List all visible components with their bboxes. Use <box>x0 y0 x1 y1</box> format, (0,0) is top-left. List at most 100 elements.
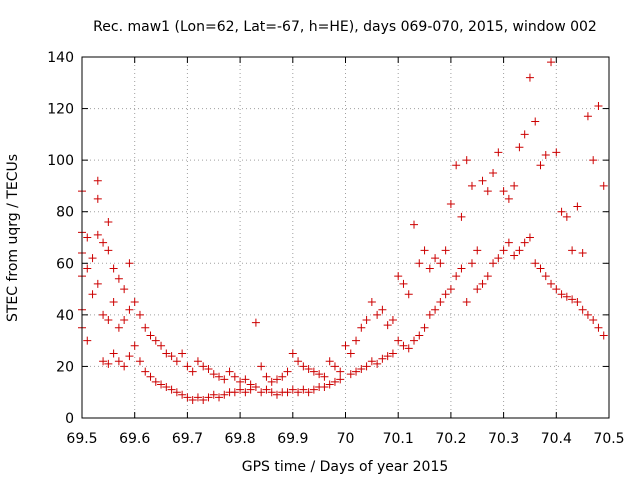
data-point <box>388 349 397 358</box>
data-point <box>346 370 355 379</box>
data-point <box>425 310 434 319</box>
data-point <box>494 254 503 263</box>
data-point <box>93 194 102 203</box>
data-point <box>99 238 108 247</box>
data-point <box>336 367 345 376</box>
data-point <box>162 349 171 358</box>
data-point <box>415 331 424 340</box>
data-point <box>346 349 355 358</box>
data-point <box>352 336 361 345</box>
data-point <box>215 393 224 402</box>
data-point <box>99 357 108 366</box>
data-point <box>583 310 592 319</box>
ticks: 69.5 69.6 69.7 69.8 69.9 70 70.1 70.2 70.3 70.4 70… <box>47 50 624 447</box>
data-point <box>520 238 529 247</box>
data-point <box>373 359 382 368</box>
data-point <box>415 259 424 268</box>
data-point <box>467 259 476 268</box>
data-point <box>557 290 566 299</box>
data-point <box>325 380 334 389</box>
data-point <box>446 285 455 294</box>
x-tick-label: 70.3 <box>488 431 519 447</box>
data-point <box>272 375 281 384</box>
data-point <box>83 336 92 345</box>
data-point <box>410 336 419 345</box>
data-point <box>120 285 129 294</box>
data-point <box>531 117 540 126</box>
data-point <box>283 367 292 376</box>
data-point <box>225 367 234 376</box>
data-point <box>299 362 308 371</box>
data-point <box>294 388 303 397</box>
plot-frame <box>81 56 610 419</box>
data-point <box>499 246 508 255</box>
data-point <box>436 297 445 306</box>
data-point <box>88 254 97 263</box>
data-point <box>589 316 598 325</box>
y-tick-label: 60 <box>56 256 74 272</box>
x-axis-label: GPS time / Days of year 2015 <box>242 459 449 475</box>
data-point <box>373 310 382 319</box>
data-point <box>578 305 587 314</box>
data-point <box>104 316 113 325</box>
y-tick-label: 20 <box>56 359 74 375</box>
data-point <box>114 323 123 332</box>
data-point <box>215 372 224 381</box>
data-point <box>441 290 450 299</box>
y-tick-label: 100 <box>47 153 74 169</box>
data-point <box>193 393 202 402</box>
data-point <box>120 362 129 371</box>
data-point <box>367 297 376 306</box>
x-tick-label: 69.9 <box>277 431 308 447</box>
data-point <box>130 341 139 350</box>
data-point <box>436 259 445 268</box>
data-point <box>236 385 245 394</box>
data-point <box>462 297 471 306</box>
data-point <box>125 305 134 314</box>
data-point <box>399 341 408 350</box>
data-point <box>489 169 498 178</box>
data-point <box>125 259 134 268</box>
data-point <box>125 352 134 361</box>
data-point <box>431 305 440 314</box>
data-point <box>315 370 324 379</box>
data-point <box>309 385 318 394</box>
data-point <box>410 220 419 229</box>
data-point <box>104 359 113 368</box>
data-point <box>483 187 492 196</box>
data-point <box>478 279 487 288</box>
data-point <box>357 365 366 374</box>
data-point <box>547 58 556 67</box>
data-point <box>299 385 308 394</box>
data-point <box>209 370 218 379</box>
data-point <box>257 362 266 371</box>
data-point <box>394 272 403 281</box>
data-point <box>515 143 524 152</box>
data-point <box>114 357 123 366</box>
data-point <box>172 357 181 366</box>
y-tick-label: 40 <box>56 308 74 324</box>
data-point <box>88 290 97 299</box>
data-point <box>568 246 577 255</box>
data-point <box>262 385 271 394</box>
data-point <box>504 238 513 247</box>
data-point <box>83 264 92 273</box>
data-point <box>188 395 197 404</box>
data-point <box>552 148 561 157</box>
data-point <box>251 383 260 392</box>
x-tick-label: 69.8 <box>225 431 256 447</box>
data-point <box>473 246 482 255</box>
data-point <box>220 375 229 384</box>
data-point <box>114 274 123 283</box>
data-point <box>599 331 608 340</box>
data-point <box>294 357 303 366</box>
data-point <box>452 272 461 281</box>
data-point <box>431 254 440 263</box>
data-point <box>141 367 150 376</box>
data-point <box>457 264 466 273</box>
data-point <box>404 290 413 299</box>
data-point <box>594 323 603 332</box>
data-point <box>141 323 150 332</box>
data-point <box>573 297 582 306</box>
